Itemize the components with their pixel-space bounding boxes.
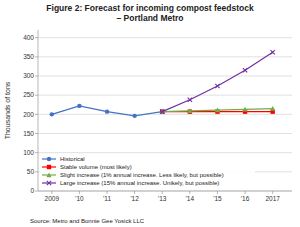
tick	[35, 76, 38, 77]
legend-marker	[47, 181, 51, 185]
tick	[272, 191, 273, 194]
grid-line	[38, 191, 292, 192]
point	[77, 104, 81, 108]
tick-label: 300	[23, 72, 34, 79]
line	[162, 52, 272, 111]
point	[215, 108, 220, 113]
x-axis: 2009 '10 '11 '12 '13 '14 '15 '16 2017	[45, 191, 281, 202]
point	[187, 108, 192, 113]
tick-label: 2017	[265, 195, 280, 202]
grid-line	[38, 76, 292, 77]
source-note: Source: Metro and Bonnie Gee Yosick LLC	[30, 218, 145, 224]
tick-label: 350	[23, 53, 34, 60]
grid-line	[38, 152, 292, 153]
point	[132, 114, 136, 118]
legend-label: Large increase (15% annual increase. Uni…	[60, 180, 219, 186]
legend-marker	[46, 172, 51, 177]
tick-label: 150	[23, 130, 34, 137]
tick	[189, 191, 190, 194]
tick	[35, 152, 38, 153]
tick	[51, 191, 52, 194]
tick	[35, 37, 38, 38]
point	[270, 106, 275, 111]
point	[243, 68, 247, 72]
tick-label: 2009	[45, 195, 60, 202]
point	[270, 50, 274, 54]
tick-label: '12	[130, 195, 139, 202]
axis-line	[38, 30, 39, 191]
point	[188, 98, 192, 102]
grid-line	[38, 37, 292, 38]
tick	[79, 191, 80, 194]
point	[215, 84, 219, 88]
tick-label: '10	[75, 195, 84, 202]
title-line: – Portland Metro	[116, 13, 183, 23]
y-axis: 0 50 100 150 200 250 300 350 400	[23, 34, 292, 194]
tick-label: '15	[213, 195, 222, 202]
grid-line	[38, 114, 292, 115]
title: Figure 2: Forecast for incoming compost …	[46, 3, 254, 23]
legend-label: Stable volume (most likely)	[60, 164, 132, 170]
point	[160, 109, 164, 113]
tick	[162, 191, 163, 194]
tick-label: '11	[103, 195, 111, 202]
legend-marker	[47, 165, 51, 169]
tick	[245, 191, 246, 194]
plot-area	[50, 50, 276, 118]
axis-label: Thousands of tons	[4, 81, 11, 139]
legend: Historical Stable volume (most likely) Sli…	[40, 154, 255, 188]
tick-label: '14	[186, 195, 195, 202]
chart: Figure 2: Forecast for incoming compost …	[0, 0, 300, 227]
axis-line	[38, 191, 292, 192]
tick-label: 400	[23, 34, 34, 41]
point	[50, 112, 54, 116]
tick-label: '16	[241, 195, 250, 202]
tick	[107, 191, 108, 194]
tick-label: 100	[23, 149, 34, 156]
tick-label: 0	[30, 187, 34, 194]
tick	[35, 191, 38, 192]
line	[52, 106, 162, 116]
tick-label: '13	[158, 195, 167, 202]
grid-line	[38, 56, 292, 57]
tick	[35, 56, 38, 57]
tick-label: 250	[23, 91, 34, 98]
tick-label: 50	[27, 168, 35, 175]
point	[105, 109, 109, 113]
tick-label: 200	[23, 111, 34, 118]
legend-background	[40, 154, 255, 188]
tick	[35, 95, 38, 96]
legend-label: Historical	[60, 156, 85, 162]
tick	[35, 171, 38, 172]
tick	[35, 133, 38, 134]
point	[242, 107, 247, 112]
tick	[35, 114, 38, 115]
legend-marker	[47, 157, 51, 161]
title-line: Figure 2: Forecast for incoming compost …	[46, 3, 254, 13]
tick	[134, 191, 135, 194]
grid-line	[38, 133, 292, 134]
tick	[217, 191, 218, 194]
legend-label: Slight increase (1% annual increase. Les…	[60, 172, 224, 178]
grid-line	[38, 95, 292, 96]
